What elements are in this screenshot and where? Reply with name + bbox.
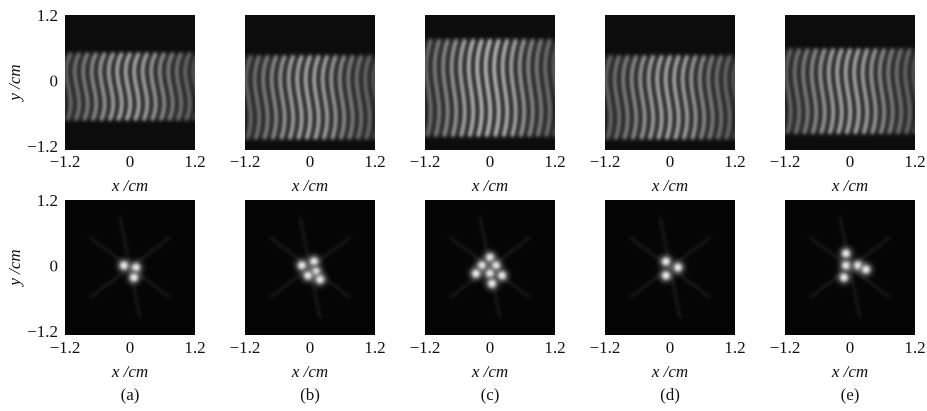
x-axis-label: x /cm xyxy=(831,362,868,381)
fringe xyxy=(202,53,207,121)
spot xyxy=(473,270,480,277)
spot xyxy=(493,262,500,269)
spot xyxy=(121,262,128,269)
x-tick-label: 1.2 xyxy=(364,152,385,171)
fringe-image xyxy=(589,15,747,150)
spot-image xyxy=(605,200,735,335)
spot xyxy=(843,250,850,257)
x-axis-label: x /cm xyxy=(831,176,868,195)
fringe-image xyxy=(229,15,387,150)
x-tick-label: −1.2 xyxy=(230,338,261,357)
x-tick-label: 1.2 xyxy=(184,152,205,171)
fringe xyxy=(598,56,603,140)
spot xyxy=(487,254,494,261)
x-axis-label: x /cm xyxy=(651,362,688,381)
fringe xyxy=(382,56,387,140)
spot xyxy=(675,264,682,271)
x-tick-label: 0 xyxy=(846,338,855,357)
x-tick-label: 0 xyxy=(306,152,315,171)
x-tick-label: 1.2 xyxy=(904,338,925,357)
fringe xyxy=(238,56,243,140)
x-axis-label: x /cm xyxy=(111,176,148,195)
spot xyxy=(317,276,324,283)
y-tick-label: 0 xyxy=(50,256,59,275)
fringe-image xyxy=(409,15,567,150)
x-tick-label: 0 xyxy=(126,338,135,357)
fringe xyxy=(778,49,783,134)
x-tick-label: 0 xyxy=(846,152,855,171)
x-axis-label: x /cm xyxy=(471,176,508,195)
x-tick-label: 1.2 xyxy=(544,338,565,357)
fringe xyxy=(229,56,234,140)
spot xyxy=(499,272,506,279)
x-tick-label: 1.2 xyxy=(184,338,205,357)
spot xyxy=(299,262,306,269)
spot xyxy=(311,258,318,265)
x-axis-label: x /cm xyxy=(291,362,328,381)
x-tick-label: 0 xyxy=(306,338,315,357)
panel-caption: (d) xyxy=(660,385,680,404)
x-tick-label: −1.2 xyxy=(410,152,441,171)
fringe xyxy=(742,56,747,140)
spot xyxy=(479,262,486,269)
x-tick-label: 1.2 xyxy=(724,152,745,171)
x-tick-label: −1.2 xyxy=(590,152,621,171)
fringe xyxy=(562,39,567,136)
x-tick-label: 0 xyxy=(486,338,495,357)
figure: −1.2 0 1.2 x /cm −1.2 0 1.2 x /cm (a) −1.2 0 1.2 x /… xyxy=(0,0,927,411)
y-axis-label: y /cm xyxy=(5,64,24,102)
x-tick-label: 0 xyxy=(486,152,495,171)
spot-image xyxy=(425,200,555,335)
spot xyxy=(843,262,850,269)
y-tick-label: 0 xyxy=(50,71,59,90)
x-tick-label: 0 xyxy=(666,338,675,357)
fringe xyxy=(409,39,414,136)
x-tick-label: −1.2 xyxy=(590,338,621,357)
x-axis-label: x /cm xyxy=(471,362,508,381)
fringe xyxy=(58,53,63,121)
spot-image xyxy=(245,200,375,335)
x-tick-label: 0 xyxy=(666,152,675,171)
spot xyxy=(663,258,670,265)
x-tick-label: −1.2 xyxy=(230,152,261,171)
panel-caption: (e) xyxy=(841,385,860,404)
fringe xyxy=(589,56,594,140)
y-tick-label: −1.2 xyxy=(27,322,58,341)
y-tick-label: 1.2 xyxy=(37,191,58,210)
fringe xyxy=(922,49,927,134)
x-tick-label: 1.2 xyxy=(364,338,385,357)
panel-caption: (a) xyxy=(121,385,140,404)
y-axis-label: y /cm xyxy=(5,249,24,287)
x-tick-label: 1.2 xyxy=(724,338,745,357)
spot xyxy=(133,264,140,271)
fringe-image xyxy=(769,15,927,150)
x-axis-label: x /cm xyxy=(651,176,688,195)
spot xyxy=(663,272,670,279)
spot-image xyxy=(65,200,195,335)
spot xyxy=(489,280,496,287)
fringe-image xyxy=(49,15,207,150)
x-tick-label: −1.2 xyxy=(770,338,801,357)
x-tick-label: −1.2 xyxy=(410,338,441,357)
spot xyxy=(131,274,138,281)
x-axis-label: x /cm xyxy=(291,176,328,195)
spot-image xyxy=(785,200,915,335)
x-tick-label: 1.2 xyxy=(904,152,925,171)
fringe xyxy=(769,49,774,134)
spot xyxy=(305,272,312,279)
spot xyxy=(841,274,848,281)
x-tick-label: 1.2 xyxy=(544,152,565,171)
panel-caption: (c) xyxy=(481,385,500,404)
spot xyxy=(863,266,870,273)
y-tick-label: −1.2 xyxy=(27,137,58,156)
fringe xyxy=(418,39,423,136)
y-tick-label: 1.2 xyxy=(37,6,58,25)
spot xyxy=(487,270,494,277)
panel-caption: (b) xyxy=(300,385,320,404)
x-axis-label: x /cm xyxy=(111,362,148,381)
x-tick-label: 0 xyxy=(126,152,135,171)
x-tick-label: −1.2 xyxy=(770,152,801,171)
